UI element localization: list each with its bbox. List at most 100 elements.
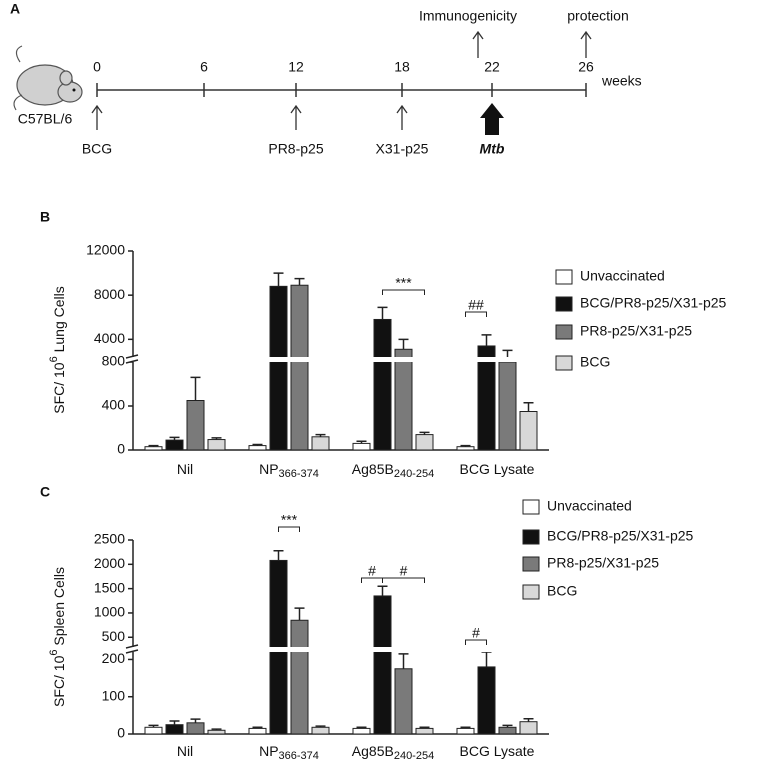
category-name: BCG Lysate: [460, 461, 535, 477]
legend-swatch: [555, 269, 573, 285]
error-bar: [398, 338, 409, 350]
significance-bracket: [465, 639, 487, 645]
bar: [290, 284, 309, 451]
bar: [165, 439, 184, 451]
x-tick-label: Ag85B240-254: [352, 743, 434, 762]
bar: [477, 345, 496, 451]
bar: [186, 400, 205, 451]
category-name: Ag85B: [352, 461, 394, 477]
panel-label: B: [40, 209, 50, 225]
y-axis-label-sup: 6: [48, 650, 60, 656]
event-label: X31-p25: [376, 141, 429, 157]
bar: [519, 411, 538, 451]
timeline-tick-label: 12: [288, 59, 304, 75]
y-axis-label: SFC/ 106 Lung Cells: [48, 286, 67, 414]
legend-swatch: [555, 324, 573, 340]
bar: [498, 726, 517, 735]
y-tick-label: 0: [117, 725, 125, 741]
legend-swatch: [555, 296, 573, 312]
bar: [456, 727, 475, 735]
error-bar: [169, 720, 180, 725]
legend-label: BCG: [580, 354, 610, 370]
x-tick-label: NP366-374: [259, 743, 319, 762]
timeline-tick-label: 6: [200, 59, 208, 75]
y-tick-label: 200: [102, 650, 126, 666]
bar: [519, 721, 538, 735]
bar: [311, 436, 330, 451]
error-bar: [481, 334, 492, 346]
bar: [186, 722, 205, 735]
significance-bracket: [361, 577, 383, 583]
event-arrow: [91, 104, 103, 130]
significance-bracket: [382, 289, 425, 295]
y-axis-label: SFC/ 106 Spleen Cells: [48, 567, 67, 707]
y-tick-label: 1000: [94, 604, 125, 620]
x-tick-label: BCG Lysate: [460, 743, 535, 759]
bar: [394, 668, 413, 735]
error-bar: [523, 401, 534, 412]
panel-label: A: [10, 1, 20, 17]
x-tick-label: Nil: [177, 461, 193, 477]
legend-label: Unvaccinated: [547, 498, 632, 514]
y-axis-label-text: SFC/ 10: [51, 655, 67, 707]
category-subscript: 240-254: [394, 750, 434, 762]
event-label: protection: [567, 8, 628, 24]
legend-label: PR8-p25/X31-p25: [580, 323, 692, 339]
legend-label: BCG/PR8-p25/X31-p25: [580, 295, 727, 311]
legend-swatch: [522, 499, 540, 515]
legend-swatch: [522, 556, 540, 572]
error-bar: [377, 306, 388, 320]
mouse-icon: [13, 45, 83, 111]
event-label: Mtb: [480, 141, 505, 157]
y-tick-label: 0: [117, 441, 125, 457]
y-tick-label: 800: [102, 353, 126, 369]
timeline-tick-label: 26: [578, 59, 594, 75]
event-arrow: [472, 30, 484, 58]
y-tick-label: 2000: [94, 555, 125, 571]
error-bar: [481, 651, 492, 667]
bar: [248, 727, 267, 735]
bar: [290, 619, 309, 735]
significance-label: #: [368, 563, 376, 579]
error-bar: [190, 718, 201, 723]
category-subscript: 366-374: [279, 750, 319, 762]
error-bar: [294, 607, 305, 621]
timeline-tick-label: 18: [394, 59, 410, 75]
event-label: BCG: [82, 141, 112, 157]
error-bar: [398, 653, 409, 669]
legend-label: BCG/PR8-p25/X31-p25: [547, 528, 694, 544]
y-axis-label-text: SFC/ 10: [51, 362, 67, 414]
y-tick-label: 1500: [94, 579, 125, 595]
bar: [415, 434, 434, 451]
significance-label: #: [400, 563, 408, 579]
error-bar: [273, 549, 284, 561]
bar: [415, 727, 434, 735]
y-tick-label: 4000: [94, 330, 125, 346]
event-label: PR8-p25: [268, 141, 323, 157]
x-tick-label: Nil: [177, 743, 193, 759]
significance-label: ***: [395, 275, 412, 291]
y-tick-label: 400: [102, 397, 126, 413]
category-subscript: 240-254: [394, 468, 434, 480]
event-arrow: [290, 104, 302, 130]
x-tick-label: Ag85B240-254: [352, 461, 434, 480]
category-subscript: 366-374: [279, 468, 319, 480]
legend-swatch: [555, 355, 573, 371]
error-bar: [377, 585, 388, 596]
bar: [269, 285, 288, 451]
y-tick-label: 100: [102, 687, 126, 703]
legend-label: BCG: [547, 583, 577, 599]
bar: [165, 724, 184, 735]
bar: [456, 446, 475, 451]
y-tick-label: 2500: [94, 531, 125, 547]
category-name: Nil: [177, 743, 193, 759]
panel-label: C: [40, 484, 50, 500]
significance-bracket: [465, 311, 487, 317]
category-name: Ag85B: [352, 743, 394, 759]
timeline-unit: weeks: [601, 73, 642, 89]
event-arrow: [480, 103, 504, 135]
axis-break: [125, 647, 549, 652]
significance-label: ##: [468, 297, 484, 313]
legend-swatch: [522, 529, 540, 545]
